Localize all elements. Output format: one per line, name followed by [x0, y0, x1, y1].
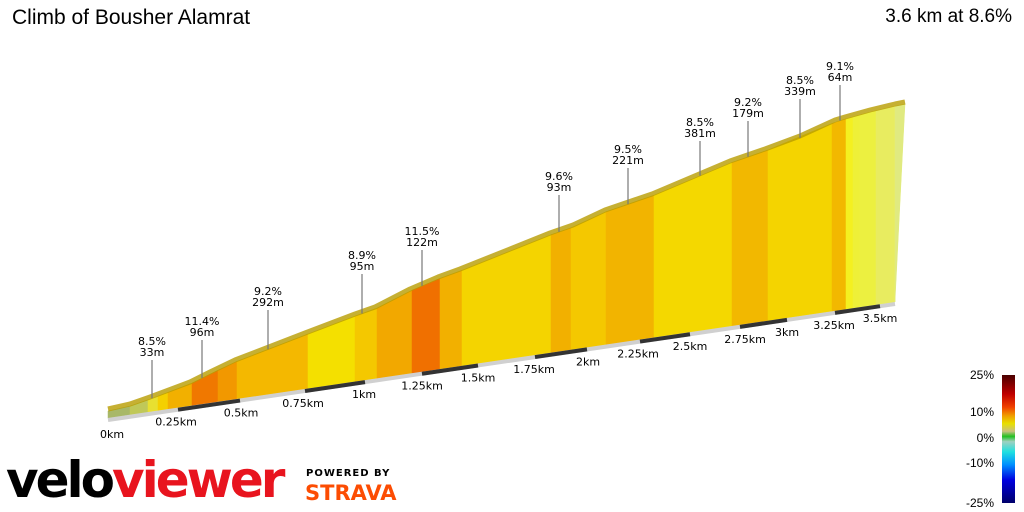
- gradient-color-scale: [1002, 375, 1015, 503]
- annotation-gradient: 9.1%: [826, 60, 854, 73]
- annotation-length: 339m: [784, 85, 816, 98]
- distance-label: 1.25km: [401, 380, 443, 393]
- annotation-gradient: 9.5%: [614, 143, 642, 156]
- annotation-gradient: 8.5%: [686, 116, 714, 129]
- annotation-length: 292m: [252, 296, 284, 309]
- gradient-segment: [831, 118, 847, 312]
- gradient-segment: [852, 114, 861, 309]
- annotation-length: 179m: [732, 107, 764, 120]
- annotation-gradient: 11.4%: [185, 315, 220, 328]
- distance-scale-segment: [534, 347, 588, 360]
- distance-scale-segment: [834, 304, 881, 315]
- logo-viewer: viewer: [112, 451, 285, 509]
- annotation-length: 64m: [828, 71, 853, 84]
- distance-scale-segment: [304, 380, 366, 393]
- distance-label: 1km: [352, 388, 376, 401]
- distance-label: 2.5km: [673, 340, 708, 353]
- distance-scale-segment: [421, 363, 479, 376]
- annotation-length: 221m: [612, 154, 644, 167]
- annotation-gradient: 8.9%: [348, 249, 376, 262]
- distance-label: 0km: [100, 428, 124, 441]
- annotation-gradient: 8.5%: [138, 335, 166, 348]
- annotation-gradient: 9.2%: [254, 285, 282, 298]
- distance-scale-segment: [177, 398, 241, 412]
- distance-label: 1.75km: [513, 363, 555, 376]
- distance-label: 2.25km: [617, 348, 659, 361]
- gradient-segment: [354, 307, 378, 382]
- annotation-length: 381m: [684, 127, 716, 140]
- distance-label: 3.25km: [813, 319, 855, 332]
- distance-label: 3km: [775, 326, 799, 339]
- gradient-segment: [550, 227, 572, 353]
- annotation-gradient: 11.5%: [405, 225, 440, 238]
- annotation-gradient: 8.5%: [786, 74, 814, 87]
- distance-label: 0.25km: [155, 416, 197, 429]
- legend-label: 25%: [969, 368, 994, 382]
- climb-summary: 3.6 km at 8.6%: [885, 6, 1012, 27]
- distance-label: 2.75km: [724, 333, 766, 346]
- distance-label: 1.5km: [461, 371, 496, 384]
- annotation-gradient: 9.6%: [545, 170, 573, 183]
- logo-velo: velo: [6, 451, 115, 509]
- distance-label: 0.75km: [282, 397, 324, 410]
- annotation-length: 95m: [350, 260, 375, 273]
- gradient-segment: [731, 149, 769, 327]
- profile-end-face: [895, 104, 905, 302]
- gradient-segment: [767, 122, 833, 322]
- annotation-gradient: 9.2%: [734, 96, 762, 109]
- strava-logo[interactable]: STRAVA: [305, 481, 397, 505]
- annotation-length: 96m: [190, 326, 215, 339]
- veloviewer-logo[interactable]: veloviewer: [6, 451, 285, 509]
- profile-top-edge: [107, 99, 906, 412]
- gradient-segment: [439, 269, 463, 370]
- distance-label: 3.5km: [863, 312, 898, 325]
- legend-label: -10%: [965, 456, 994, 470]
- gradient-segment: [570, 211, 607, 351]
- annotation-length: 93m: [547, 181, 572, 194]
- legend-label: 10%: [969, 405, 994, 419]
- distance-label: 2km: [576, 355, 600, 368]
- gradient-segment: [605, 194, 655, 345]
- annotation-length: 33m: [140, 346, 165, 359]
- gradient-segment: [875, 105, 896, 306]
- powered-by-text: POWERED BY: [306, 468, 391, 479]
- gradient-segment: [859, 110, 877, 308]
- annotation-length: 122m: [406, 236, 438, 249]
- gradient-segment: [845, 116, 854, 310]
- legend-label: 0%: [976, 431, 994, 445]
- distance-scale-segment: [739, 317, 788, 329]
- distance-scale-segment: [639, 332, 691, 344]
- gradient-segment: [461, 234, 552, 367]
- distance-label: 0.5km: [224, 407, 259, 420]
- gradient-segment: [411, 277, 441, 374]
- climb-title: Climb of Bousher Alamrat: [12, 6, 251, 29]
- legend-label: -25%: [965, 496, 994, 510]
